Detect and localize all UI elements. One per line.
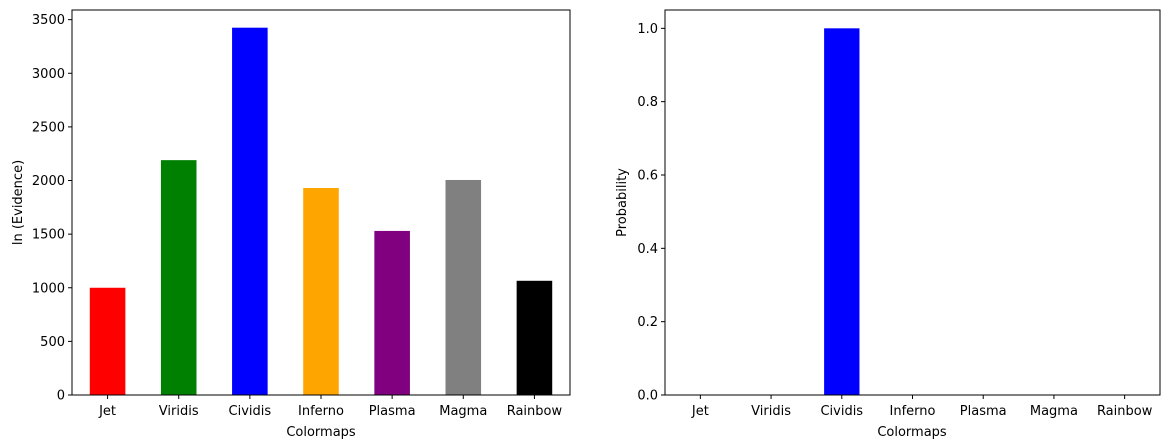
bar-plasma (374, 230, 410, 395)
bar-rainbow (516, 280, 553, 395)
x-tick-label: Inferno (890, 404, 936, 419)
y-tick-label: 1000 (32, 281, 65, 296)
x-tick-label: Viridis (159, 404, 199, 419)
y-tick-label: 3500 (32, 13, 65, 28)
y-tick-label: 0.2 (637, 315, 658, 330)
bar-cividis (824, 28, 860, 396)
plot-frame (664, 9, 1161, 396)
bar-magma (445, 179, 482, 395)
evidence-chart: Colormaps ln (Evidence) Jet Viridis Cividi… (11, 9, 571, 440)
x-tick-label: Rainbow (507, 404, 563, 419)
x-tick-label: Magma (439, 404, 487, 419)
y-axis-label: Probability (615, 168, 630, 237)
probability-chart: Colormaps Probability Jet Viridis Cividis I… (615, 9, 1161, 440)
x-tick-label: Jet (691, 404, 709, 419)
bar-jet (89, 287, 126, 395)
y-tick-label: 2500 (32, 120, 65, 135)
bar-cividis (232, 27, 268, 395)
x-tick-label: Cividis (820, 404, 863, 419)
y-axis-label: ln (Evidence) (11, 160, 26, 245)
x-tick-label: Plasma (960, 404, 1007, 419)
bar-viridis (160, 160, 197, 395)
x-tick-label: Plasma (369, 404, 416, 419)
x-axis-label: Colormaps (286, 425, 356, 440)
y-tick-label: 0 (57, 389, 65, 404)
y-tick-label: 1.0 (637, 22, 658, 37)
x-tick-label: Cividis (229, 404, 272, 419)
y-tick-label: 0.4 (637, 242, 658, 257)
y-tick-label: 0.8 (637, 95, 658, 110)
x-tick-label: Inferno (298, 404, 344, 419)
x-tick-label: Magma (1030, 404, 1078, 419)
y-tick-label: 2000 (32, 174, 65, 189)
y-tick-label: 0.6 (637, 169, 658, 184)
x-axis-label: Colormaps (877, 425, 947, 440)
y-tick-label: 500 (40, 335, 65, 350)
x-tick-label: Viridis (751, 404, 791, 419)
y-tick-label: 0.0 (637, 389, 658, 404)
y-tick-label: 3000 (32, 67, 65, 82)
x-tick-label: Rainbow (1097, 404, 1153, 419)
x-tick-label: Jet (98, 404, 116, 419)
bar-inferno (303, 188, 339, 395)
y-tick-label: 1500 (32, 228, 65, 243)
